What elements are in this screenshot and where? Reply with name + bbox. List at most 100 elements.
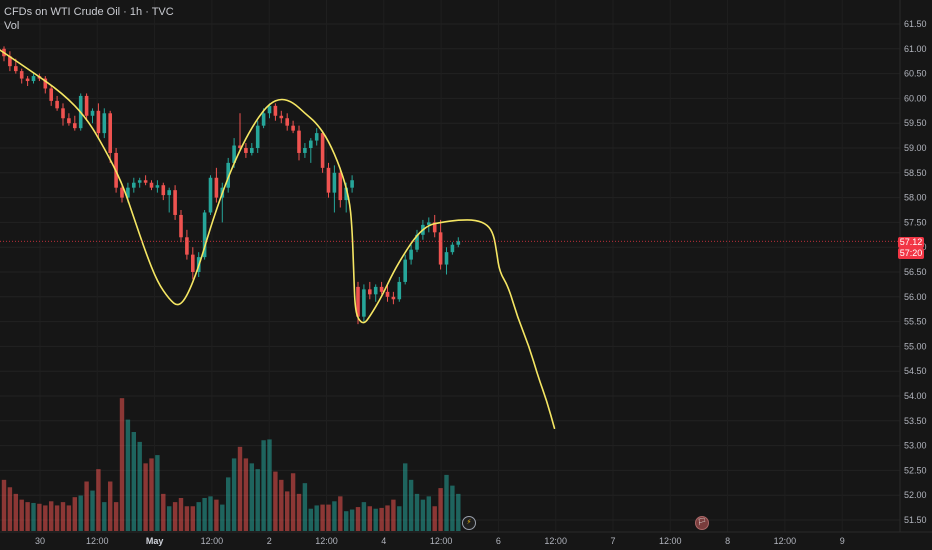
candle-body [379, 286, 384, 292]
time-axis: 30 12:00 May 12:00 2 12:00 4 12:00 6 12:00 7 12:00 8… [0, 531, 932, 546]
volume-bar [19, 499, 24, 531]
time-tick-label: 6 [496, 536, 501, 546]
time-tick-label: 12:00 [774, 536, 797, 546]
volume-bar [90, 490, 95, 531]
candle-body [143, 180, 148, 183]
candle-body [385, 291, 390, 297]
candle-body [25, 78, 30, 82]
candle-body [244, 148, 248, 153]
price-tick-label: 61.00 [904, 44, 927, 54]
volume-bar [84, 481, 89, 531]
flag-icon[interactable]: 🏳 [695, 516, 709, 530]
price-tick-label: 54.50 [904, 366, 927, 376]
volume-bar [137, 441, 142, 531]
volume-bar [149, 458, 154, 531]
price-tick-label: 57.50 [904, 217, 927, 227]
volume-bar [290, 473, 296, 531]
candle-body [450, 244, 455, 253]
volume-bar [108, 481, 113, 531]
candle-body [202, 212, 207, 258]
volume-bar [208, 496, 213, 531]
volume-bar [172, 502, 178, 531]
time-tick-label: 12:00 [86, 536, 109, 546]
price-tick-label: 52.00 [904, 490, 927, 500]
price-axis: 61.50 61.00 60.50 60.00 59.50 59.00 58.50 58.00… [899, 0, 927, 532]
candle-body [149, 182, 154, 188]
volume-bar [320, 504, 325, 531]
candle-body [232, 145, 236, 163]
candle-body [291, 125, 295, 131]
volume-label[interactable]: Vol [4, 20, 20, 32]
volume-bar [60, 502, 66, 531]
candle-body [261, 113, 266, 126]
price-tick-label: 59.50 [904, 118, 927, 128]
candle-body [255, 125, 260, 148]
candle-body [120, 187, 124, 198]
volume-bar [302, 483, 308, 531]
price-tick-label: 51.50 [904, 515, 927, 525]
candle-body [344, 187, 348, 201]
candle-body [19, 71, 24, 79]
candle-body [167, 190, 171, 196]
candle-body [397, 281, 402, 300]
volume-bar [391, 499, 396, 531]
volume-bar [66, 505, 72, 531]
price-tick-label: 60.00 [904, 93, 927, 103]
candle-body [226, 162, 230, 188]
countdown-tag: 57:20 [898, 248, 924, 259]
volume-bar [255, 469, 260, 531]
time-tick-label: 12:00 [315, 536, 338, 546]
volume-bar [385, 505, 390, 531]
candle-body [391, 296, 396, 300]
volume-bar [190, 506, 195, 531]
volume-bar [13, 493, 18, 531]
symbol-title[interactable]: CFDs on WTI Crude Oil · 1h · TVC [4, 6, 174, 18]
volume-bar [279, 479, 284, 531]
grid-lines [0, 23, 900, 521]
volume-bar [285, 491, 290, 531]
candle-body [137, 180, 142, 183]
candle-body [267, 105, 272, 114]
price-tick-label: 56.50 [904, 267, 927, 277]
volume-bar [54, 505, 60, 531]
volume-bar [78, 495, 83, 531]
candle-body [14, 66, 18, 72]
candle-body [309, 140, 313, 148]
candle-body [314, 133, 319, 141]
candle-body [108, 113, 112, 153]
volume-bar [214, 499, 219, 531]
volume-bar [7, 487, 13, 531]
candle-body [67, 118, 71, 124]
candle-body [350, 180, 354, 188]
price-tick-label: 61.50 [904, 19, 927, 29]
volume-bar [113, 502, 119, 531]
volume-bar [456, 493, 461, 531]
time-tick-label: 12:00 [201, 536, 224, 546]
volume-bar [432, 506, 437, 531]
volume-bar [184, 506, 190, 531]
candle-body [362, 289, 366, 317]
volume-bars [1, 398, 461, 531]
candle-body [73, 123, 77, 129]
volume-bar [31, 502, 36, 531]
volume-bar [450, 485, 455, 531]
volume-bar [408, 479, 414, 531]
candle-body [238, 145, 242, 148]
time-tick-label: 30 [35, 536, 45, 546]
price-tick-label: 53.50 [904, 416, 927, 426]
candle-body [90, 110, 95, 116]
lightning-icon[interactable]: ⚡ [462, 516, 476, 530]
volume-bar [338, 496, 343, 531]
volume-bar [43, 505, 48, 531]
candle-body [415, 234, 419, 250]
time-tick-label: 2 [267, 536, 272, 546]
candle-body [155, 185, 160, 188]
candle-body [31, 76, 36, 82]
price-tick-label: 60.50 [904, 69, 927, 79]
time-tick-label: 9 [840, 536, 845, 546]
volume-bar [102, 502, 107, 531]
candle-body [432, 222, 437, 233]
candle-body [179, 214, 183, 238]
